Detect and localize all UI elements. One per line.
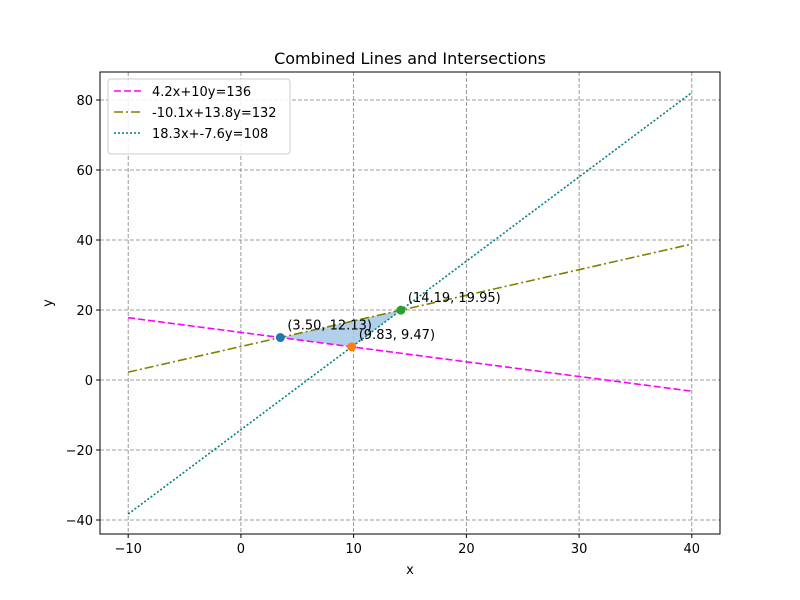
x-tick-label: 40 bbox=[684, 542, 701, 557]
y-tick-label: 0 bbox=[85, 374, 93, 389]
x-axis-label: x bbox=[406, 563, 414, 578]
series-line-2 bbox=[128, 243, 692, 373]
y-tick-label: −20 bbox=[66, 444, 93, 459]
legend: 4.2x+10y=136 -10.1x+13.8y=132 18.3x+-7.6y=… bbox=[107, 78, 291, 155]
legend-label-2: -10.1x+13.8y=132 bbox=[152, 106, 277, 121]
intersection-label-2: (9.83, 9.47) bbox=[359, 328, 435, 343]
shaded-region bbox=[280, 310, 401, 347]
legend-label-3: 18.3x+-7.6y=108 bbox=[152, 127, 268, 142]
series-line-1 bbox=[128, 316, 692, 392]
y-tick-label: −40 bbox=[66, 514, 93, 529]
legend-box bbox=[107, 78, 291, 155]
grid bbox=[100, 72, 720, 534]
intersection-label-1: (3.50, 12.13) bbox=[287, 319, 372, 334]
y-axis-label: y bbox=[41, 299, 56, 307]
series-layer bbox=[127, 91, 693, 515]
intersection-label-3: (14.19, 19.95) bbox=[408, 291, 501, 306]
series-line-3 bbox=[127, 91, 693, 515]
legend-label-1: 4.2x+10y=136 bbox=[152, 85, 251, 100]
intersection-point-2 bbox=[347, 342, 357, 352]
y-tick-label: 60 bbox=[76, 164, 93, 179]
x-tick-label: 30 bbox=[571, 542, 588, 557]
y-tick-label: 80 bbox=[76, 94, 93, 109]
plot-frame bbox=[99, 71, 721, 535]
x-tick-label: −10 bbox=[114, 542, 141, 557]
x-tick-label: 20 bbox=[458, 542, 475, 557]
x-tick-label: 10 bbox=[345, 542, 362, 557]
shaded-region-layer bbox=[280, 310, 401, 347]
chart-title: Combined Lines and Intersections bbox=[274, 49, 546, 68]
intersection-layer: (3.50, 12.13)(9.83, 9.47) (14.19, 19.95) bbox=[275, 291, 501, 352]
x-tick-label: 0 bbox=[237, 542, 245, 557]
ticks: −10 0 10 20 30 40 −40 −20 0 20 40 60 80 bbox=[66, 94, 701, 557]
intersection-point-1 bbox=[275, 333, 285, 343]
y-tick-label: 40 bbox=[76, 234, 93, 249]
y-tick-label: 20 bbox=[76, 304, 93, 319]
intersection-point-3 bbox=[396, 305, 406, 315]
